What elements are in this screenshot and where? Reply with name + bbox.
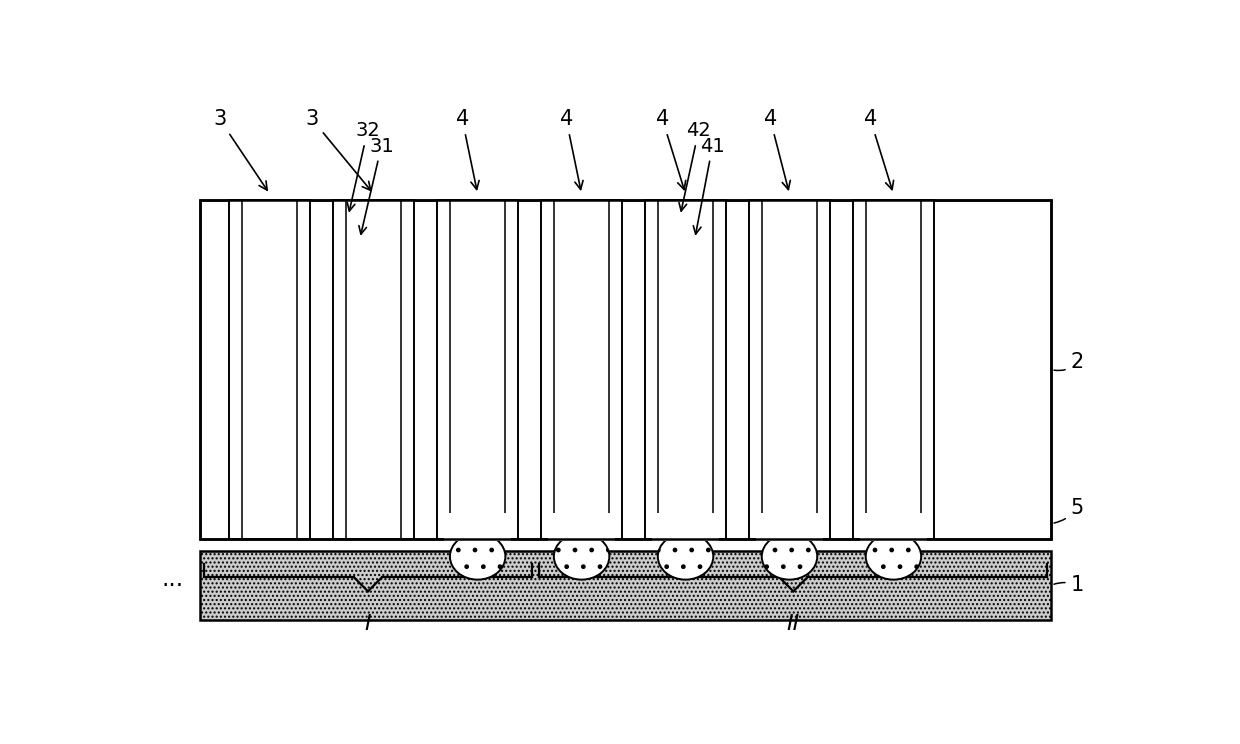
Bar [201,200,1052,539]
Bar [749,523,830,539]
Bar [401,200,414,539]
Bar [438,200,518,539]
Bar [450,200,505,539]
Bar [541,200,622,539]
Ellipse shape [450,533,506,580]
Bar [763,200,817,539]
Text: 4: 4 [656,109,686,190]
Bar [861,513,926,540]
Bar [866,200,921,539]
Text: 31: 31 [358,137,394,234]
Bar [201,551,1052,620]
Bar [658,200,713,539]
Bar [713,200,725,539]
Bar [541,523,622,539]
Bar [229,200,310,539]
Bar [242,200,298,539]
Bar [645,523,725,539]
Bar [450,200,505,539]
Bar [853,200,934,539]
Bar [853,523,934,539]
Text: ...: ... [162,567,184,591]
Text: 42: 42 [680,121,711,211]
Bar [438,523,518,539]
Bar [346,200,401,539]
Bar [609,200,622,539]
Bar [658,200,713,539]
Bar [438,200,450,539]
Text: 5: 5 [1054,498,1084,523]
Bar [334,523,414,539]
Bar [346,200,401,539]
Text: II: II [786,615,800,635]
Bar [749,200,830,539]
Bar [554,200,609,539]
Bar [756,513,823,540]
Ellipse shape [866,533,921,580]
Bar [921,200,934,539]
Text: 4: 4 [559,109,583,190]
Text: 1: 1 [1054,575,1084,595]
Bar [242,200,298,539]
Bar [201,200,1052,539]
Bar [548,513,615,540]
Bar [554,200,609,539]
Bar [866,200,921,539]
Text: 3: 3 [213,109,267,190]
Text: I: I [365,615,371,635]
Text: 41: 41 [693,137,725,234]
Bar [817,200,830,539]
Text: 3: 3 [305,109,371,190]
Bar [645,200,658,539]
Bar [652,513,719,540]
Bar [505,200,518,539]
Bar [853,200,866,539]
Bar [645,200,725,539]
Text: 4: 4 [764,109,790,190]
Text: 4: 4 [455,109,479,190]
Bar [444,513,511,540]
Bar [763,200,817,539]
Text: 4: 4 [864,109,894,190]
Bar [229,523,310,539]
Bar [229,200,242,539]
Bar [334,200,414,539]
Ellipse shape [658,533,713,580]
Text: 32: 32 [347,121,379,211]
Text: 2: 2 [1054,352,1084,372]
Bar [334,200,346,539]
Ellipse shape [761,533,817,580]
Bar [541,200,554,539]
Bar [749,200,763,539]
Ellipse shape [554,533,609,580]
Bar [298,200,310,539]
